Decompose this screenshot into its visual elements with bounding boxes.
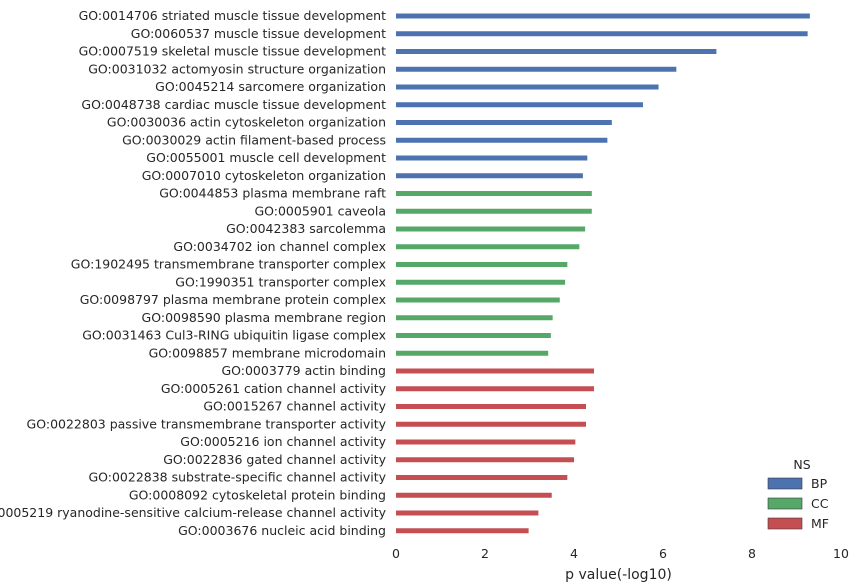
category-label-23: GO:0015267 channel activity	[203, 399, 386, 414]
category-label-7: GO:0030036 actin cytoskeleton organizati…	[107, 115, 386, 130]
legend: NS BP CC MF	[767, 457, 829, 531]
category-label-29: GO:0005219 ryanodine-sensitive calcium-r…	[0, 505, 387, 520]
x-tick-label-0: 0	[392, 546, 400, 561]
legend-title: NS	[793, 457, 810, 472]
category-label-4: GO:0031032 actomyosin structure organiza…	[88, 61, 386, 76]
bar-5	[396, 84, 659, 90]
bar-10	[396, 173, 583, 179]
category-label-20: GO:0098857 membrane microdomain	[149, 345, 386, 360]
bar-3	[396, 49, 717, 54]
bar-26	[396, 457, 574, 463]
category-label-15: GO:1902495 transmembrane transporter com…	[71, 257, 386, 272]
category-label-18: GO:0098590 plasma membrane region	[142, 310, 386, 325]
bars-layer	[396, 13, 810, 534]
legend-label-cc: CC	[811, 496, 829, 511]
bar-15	[396, 262, 568, 267]
category-labels: GO:0014706 striated muscle tissue develo…	[0, 8, 387, 538]
bar-24	[396, 421, 587, 427]
x-axis-ticks: 0 2 4 6 8 10	[392, 546, 849, 561]
bar-22	[396, 386, 595, 392]
bar-14	[396, 244, 580, 250]
legend-items: BP CC MF	[767, 476, 829, 531]
bar-18	[396, 315, 553, 321]
category-label-24: GO:0022803 passive transmembrane transpo…	[27, 416, 387, 431]
bar-1	[396, 13, 810, 19]
category-label-1: GO:0014706 striated muscle tissue develo…	[79, 8, 387, 23]
x-axis-title: p value(-log10)	[565, 567, 672, 583]
x-tick-label-2: 2	[481, 546, 489, 561]
bar-29	[396, 510, 539, 516]
bar-7	[396, 120, 612, 125]
category-label-10: GO:0007010 cytoskeleton organization	[142, 168, 386, 183]
category-label-16: GO:1990351 transporter complex	[175, 274, 386, 289]
category-label-3: GO:0007519 skeletal muscle tissue develo…	[79, 44, 386, 59]
category-label-19: GO:0031463 Cul3-RING ubiquitin ligase co…	[82, 328, 386, 343]
bar-8	[396, 137, 608, 143]
category-label-25: GO:0005216 ion channel activity	[180, 434, 386, 449]
category-label-9: GO:0055001 muscle cell development	[146, 150, 386, 165]
bar-12	[396, 208, 592, 214]
bar-9	[396, 155, 588, 161]
category-label-22: GO:0005261 cation channel activity	[161, 381, 387, 396]
bar-25	[396, 439, 576, 445]
category-label-5: GO:0045214 sarcomere organization	[155, 79, 386, 94]
category-label-17: GO:0098797 plasma membrane protein compl…	[80, 292, 386, 307]
bar-4	[396, 66, 677, 72]
category-label-14: GO:0034702 ion channel complex	[173, 239, 386, 254]
bar-11	[396, 191, 592, 196]
bar-19	[396, 333, 551, 338]
legend-swatch-cc	[767, 497, 803, 510]
x-tick-label-6: 6	[659, 546, 667, 561]
x-tick-label-10: 10	[833, 546, 849, 561]
legend-label-bp: BP	[811, 476, 828, 491]
bar-27	[396, 475, 568, 480]
category-label-27: GO:0022838 substrate-specific channel ac…	[88, 470, 386, 485]
bar-30	[396, 528, 529, 534]
bar-28	[396, 492, 552, 498]
legend-swatch-bp	[767, 477, 803, 490]
bar-16	[396, 279, 566, 285]
bar-23	[396, 404, 587, 409]
bar-2	[396, 31, 808, 37]
bar-17	[396, 297, 560, 303]
x-tick-label-8: 8	[748, 546, 756, 561]
category-label-6: GO:0048738 cardiac muscle tissue develop…	[81, 97, 386, 112]
category-label-8: GO:0030029 actin filament-based process	[122, 132, 386, 147]
x-tick-label-4: 4	[570, 546, 578, 561]
category-label-2: GO:0060537 muscle tissue development	[131, 26, 386, 41]
legend-label-mf: MF	[811, 516, 829, 531]
bar-13	[396, 226, 586, 232]
bar-6	[396, 102, 643, 108]
category-label-12: GO:0005901 caveola	[254, 203, 386, 218]
category-label-30: GO:0003676 nucleic acid binding	[178, 523, 386, 538]
bar-21	[396, 368, 595, 374]
category-label-11: GO:0044853 plasma membrane raft	[159, 186, 386, 201]
bar-20	[396, 350, 549, 356]
legend-swatch-mf	[767, 517, 803, 530]
category-label-13: GO:0042383 sarcolemma	[226, 221, 386, 236]
category-label-28: GO:0008092 cytoskeletal protein binding	[129, 487, 386, 502]
category-label-26: GO:0022836 gated channel activity	[163, 452, 386, 467]
category-label-21: GO:0003779 actin binding	[221, 363, 386, 378]
